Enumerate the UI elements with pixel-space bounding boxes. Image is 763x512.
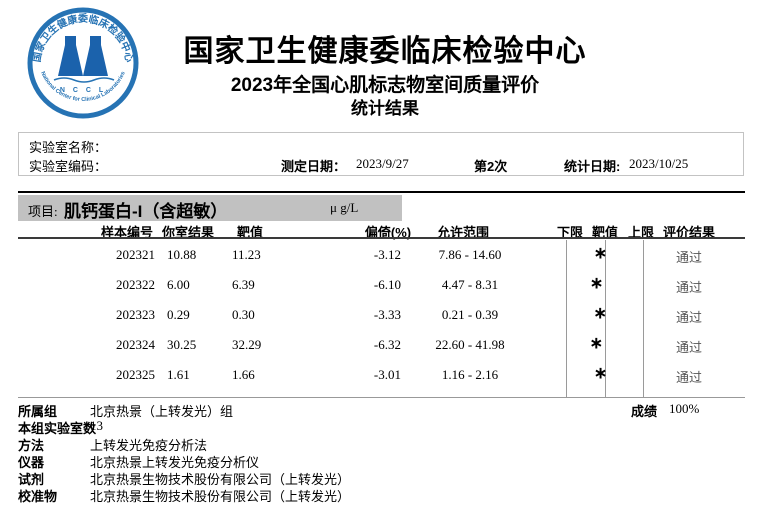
table-row: 202323 0.29 0.30 -3.33 0.21 - 0.39 ∗ 通过 bbox=[0, 303, 763, 325]
flask-right-icon bbox=[83, 36, 108, 76]
sample-id: 202321 bbox=[116, 247, 155, 262]
range-visual: ∗ bbox=[566, 333, 643, 354]
flask-left-icon bbox=[58, 36, 83, 76]
eval-result: 通过 bbox=[675, 340, 702, 355]
allowed-range: 22.60 - 41.98 bbox=[435, 337, 505, 352]
rule-upper-limit bbox=[643, 240, 644, 397]
your-result: 1.61 bbox=[167, 367, 190, 382]
bias-pct: -3.12 bbox=[373, 247, 401, 262]
allowed-range: 1.16 - 2.16 bbox=[441, 367, 499, 382]
project-name: 肌钙蛋白-I（含超敏） bbox=[64, 202, 228, 221]
sample-id: 202323 bbox=[116, 307, 155, 322]
target-position-marker: ∗ bbox=[589, 273, 604, 294]
target-value: 0.30 bbox=[232, 307, 255, 322]
target-position-marker: ∗ bbox=[593, 363, 608, 384]
lab-info-bar: 实验室名称： 实验室编码： 测定日期： 2023/9/27 第2次 统计日期: … bbox=[18, 132, 744, 176]
page-title: 国家卫生健康委临床检验中心 bbox=[183, 35, 587, 68]
calibrator-value: 北京热景生物技术股份有限公司（上转发光） bbox=[90, 489, 351, 504]
stat-date-label: 统计日期: bbox=[564, 159, 621, 174]
col-upper-limit: 上限 bbox=[627, 225, 654, 240]
project-label: 项目: bbox=[28, 204, 58, 219]
table-row: 202322 6.00 6.39 -6.10 4.47 - 8.31 ∗ 通过 bbox=[0, 273, 763, 295]
logo-acronym: N C C L bbox=[60, 87, 106, 94]
your-result: 30.25 bbox=[167, 337, 197, 352]
bias-pct: -6.10 bbox=[373, 277, 401, 292]
your-result: 6.00 bbox=[167, 277, 190, 292]
reagent-value: 北京热景生物技术股份有限公司（上转发光） bbox=[90, 472, 351, 487]
col-bias-pct: 偏倚(%) bbox=[364, 225, 412, 240]
target-position-marker: ∗ bbox=[593, 243, 608, 264]
sample-id: 202324 bbox=[116, 337, 155, 352]
col-lower-limit: 下限 bbox=[556, 225, 583, 240]
table-row: 202321 10.88 11.23 -3.12 7.86 - 14.60 ∗ … bbox=[0, 243, 763, 265]
your-result: 0.29 bbox=[167, 307, 190, 322]
stat-date-value: 2023/10/25 bbox=[629, 156, 689, 171]
sample-id: 202325 bbox=[116, 367, 155, 382]
col-eval-result: 评价结果 bbox=[662, 225, 715, 240]
group-value: 北京热景（上转发光）组 bbox=[90, 404, 234, 419]
bias-pct: -6.32 bbox=[373, 337, 401, 352]
lab-code-label: 实验室编码： bbox=[29, 159, 108, 174]
wave-icon bbox=[53, 77, 115, 83]
range-visual: ∗ bbox=[566, 243, 643, 264]
project-bar: 项目: 肌钙蛋白-I（含超敏） μ g/L bbox=[18, 195, 402, 221]
lab-name-label: 实验室名称： bbox=[29, 140, 108, 155]
range-visual: ∗ bbox=[566, 363, 643, 384]
bias-pct: -3.33 bbox=[373, 307, 401, 322]
col-sample-id: 样本编号 bbox=[100, 225, 153, 240]
sample-id: 202322 bbox=[116, 277, 155, 292]
project-unit: μ g/L bbox=[330, 200, 359, 215]
eval-result: 通过 bbox=[675, 250, 702, 265]
col-your-result: 你室结果 bbox=[161, 225, 214, 240]
divider-top bbox=[18, 191, 745, 193]
method-label: 方法 bbox=[18, 438, 45, 453]
col-allowed-range: 允许范围 bbox=[436, 225, 489, 240]
test-date-label: 测定日期： bbox=[281, 159, 347, 174]
eval-result: 通过 bbox=[675, 280, 702, 295]
group-count-value: 13 bbox=[90, 418, 103, 433]
allowed-range: 4.47 - 8.31 bbox=[441, 277, 499, 292]
target-position-marker: ∗ bbox=[589, 333, 604, 354]
eval-result: 通过 bbox=[675, 370, 702, 385]
allowed-range: 7.86 - 14.60 bbox=[438, 247, 502, 262]
table-row: 202324 30.25 32.29 -6.32 22.60 - 41.98 ∗… bbox=[0, 333, 763, 355]
instrument-label: 仪器 bbox=[18, 455, 45, 470]
rule-target bbox=[605, 240, 606, 397]
target-value: 6.39 bbox=[232, 277, 255, 292]
instrument-value: 北京热景上转发光免疫分析仪 bbox=[90, 455, 260, 470]
test-date-value: 2023/9/27 bbox=[356, 156, 409, 171]
eval-result: 通过 bbox=[675, 310, 702, 325]
reagent-label: 试剂 bbox=[18, 472, 45, 487]
rule-lower-limit bbox=[566, 240, 567, 397]
page-subtitle-2: 统计结果 bbox=[351, 99, 419, 118]
nccl-logo: 国家卫生健康委临床检验中心 National Center for Clinic… bbox=[27, 7, 139, 119]
group-label: 所属组 bbox=[18, 404, 58, 419]
target-value: 11.23 bbox=[232, 247, 261, 262]
range-visual: ∗ bbox=[566, 273, 643, 294]
calibrator-label: 校准物 bbox=[18, 489, 58, 504]
target-value: 1.66 bbox=[232, 367, 255, 382]
bias-pct: -3.01 bbox=[373, 367, 401, 382]
col-target-value: 靶值 bbox=[236, 225, 263, 240]
divider-header bbox=[18, 237, 745, 239]
method-value: 上转发光免疫分析法 bbox=[90, 438, 208, 453]
target-value: 32.29 bbox=[232, 337, 262, 352]
divider-bottom bbox=[18, 397, 745, 398]
target-position-marker: ∗ bbox=[593, 303, 608, 324]
group-count-label: 本组实验室数 bbox=[18, 421, 97, 436]
page-subtitle: 2023年全国心肌标志物室间质量评价 bbox=[230, 75, 540, 96]
score-value: 100% bbox=[669, 401, 700, 416]
score-label: 成绩 bbox=[631, 404, 658, 419]
table-row: 202325 1.61 1.66 -3.01 1.16 - 2.16 ∗ 通过 bbox=[0, 363, 763, 385]
round-badge: 第2次 bbox=[474, 159, 508, 174]
col-target-marker: 靶值 bbox=[591, 225, 618, 240]
your-result: 10.88 bbox=[167, 247, 197, 262]
range-visual: ∗ bbox=[566, 303, 643, 324]
allowed-range: 0.21 - 0.39 bbox=[441, 307, 499, 322]
